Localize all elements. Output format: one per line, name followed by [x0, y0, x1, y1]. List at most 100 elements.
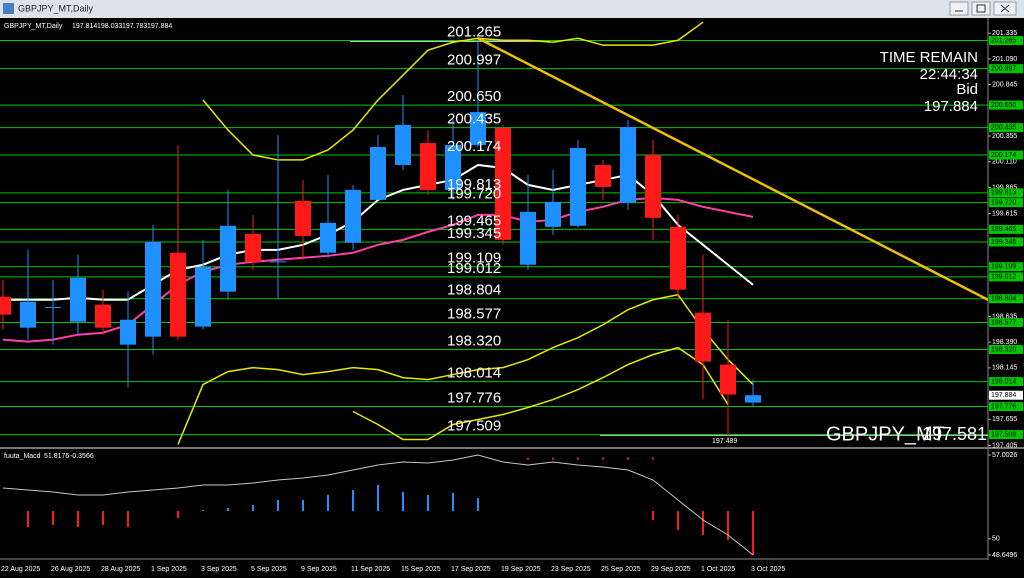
- histogram-bar: [277, 499, 279, 511]
- level-tag-label: 198.804: [991, 296, 1016, 303]
- candle-body: [495, 128, 511, 240]
- candle-body: [270, 261, 286, 263]
- y-tick-label: 48.6496: [992, 552, 1017, 559]
- signal-dot: [602, 457, 604, 460]
- level-tag: [989, 188, 1023, 198]
- chart-header-close: 197.884: [147, 23, 172, 30]
- candle-body: [220, 225, 236, 292]
- x-tick-label: 9 Sep 2025: [301, 566, 337, 573]
- level-tag-label: 199.720: [991, 199, 1016, 206]
- level-tag-label: 198.014: [991, 378, 1016, 385]
- level-tag-label: 200.174: [991, 152, 1016, 159]
- x-tick-label: 23 Sep 2025: [551, 566, 591, 573]
- signal-dot: [627, 457, 629, 460]
- histogram-bar: [302, 499, 304, 511]
- x-tick-label: 26 Aug 2025: [51, 566, 90, 573]
- level-tag: [989, 123, 1023, 133]
- window-icon: [3, 3, 14, 14]
- level-tag-label: 201.265: [991, 37, 1016, 44]
- restore-button[interactable]: [971, 1, 991, 16]
- y-tick-label: 201.090: [992, 56, 1017, 63]
- price-plot: [0, 21, 988, 445]
- candle-body: [145, 241, 161, 337]
- candle-body: [120, 319, 136, 345]
- histogram-bar: [752, 510, 754, 555]
- candle-body: [70, 277, 86, 322]
- level-label: 201.265: [447, 24, 501, 41]
- histogram-bar: [652, 510, 654, 521]
- histogram-bar: [227, 507, 229, 511]
- level-tag-label: 197.776: [991, 403, 1016, 410]
- y-tick-label: 200.110: [992, 159, 1017, 166]
- level-tag: [989, 377, 1023, 387]
- histogram-bar: [352, 490, 354, 511]
- window-buttons: [949, 1, 1017, 16]
- indicator-line: [352, 346, 729, 441]
- time-remain: 22:44:34: [920, 66, 978, 83]
- x-tick-label: 25 Sep 2025: [601, 566, 641, 573]
- histogram-bar: [677, 510, 679, 530]
- window-title: GBPJPY_MT,Daily: [18, 3, 94, 13]
- candle-body: [670, 226, 686, 290]
- x-tick-label: 28 Aug 2025: [101, 566, 140, 573]
- level-tag-label: 200.435: [991, 124, 1016, 131]
- minimize-button[interactable]: [949, 1, 969, 16]
- level-tag-label: 198.577: [991, 319, 1016, 326]
- histogram-bar: [127, 510, 129, 527]
- histogram-bar: [452, 493, 454, 511]
- level-tag-label: 200.997: [991, 66, 1016, 73]
- x-tick-label: 1 Oct 2025: [701, 566, 735, 573]
- histogram-bar: [52, 510, 54, 525]
- level-tag: [989, 36, 1023, 46]
- candle-body: [695, 312, 711, 362]
- level-label: 198.320: [447, 332, 501, 349]
- candle-body: [745, 395, 761, 403]
- histogram-bar: [427, 495, 429, 511]
- x-tick-label: 5 Sep 2025: [251, 566, 287, 573]
- level-label: 199.720: [447, 186, 501, 203]
- y-tick-label: 197.655: [992, 416, 1017, 423]
- level-tag: [989, 294, 1023, 304]
- indicator-line: [177, 293, 754, 445]
- chart-header-low: 197.783: [122, 23, 147, 30]
- y-tick-label: 50: [992, 536, 1000, 543]
- histogram-bar: [702, 510, 704, 536]
- level-tag: [989, 150, 1023, 160]
- signal-dot: [527, 457, 529, 460]
- candle-body: [620, 126, 636, 203]
- candle-body: [20, 301, 36, 328]
- level-tag-label: 197.509: [991, 431, 1016, 438]
- y-tick-label: 198.635: [992, 313, 1017, 320]
- candle-body: [345, 189, 361, 243]
- time-remain-label: TIME REMAIN: [880, 49, 978, 66]
- candle-body: [295, 200, 311, 236]
- macd-header-value: 51.8176: [44, 453, 69, 460]
- level-label: 199.465: [447, 212, 501, 229]
- level-label: 198.804: [447, 282, 501, 299]
- x-tick-label: 3 Oct 2025: [751, 566, 785, 573]
- candle-body: [520, 211, 536, 265]
- chart-header-open: 197.814: [72, 23, 97, 30]
- level-tag-label: 199.109: [991, 264, 1016, 271]
- level-tag-label: 200.650: [991, 102, 1016, 109]
- level-label: 199.012: [447, 260, 501, 277]
- restore-glyph: [976, 4, 986, 13]
- candle-body: [195, 266, 211, 327]
- level-tag-label: 199.465: [991, 226, 1016, 233]
- low-price-label: 197.489: [712, 438, 737, 445]
- level-label: 200.174: [447, 138, 501, 155]
- level-label: 198.577: [447, 305, 501, 322]
- level-tag-label: 199.345: [991, 239, 1016, 246]
- level-label: 197.776: [447, 390, 501, 407]
- overlay: 201.335 201.090 200.845 200.355 200.110 199.8…: [1, 24, 1023, 573]
- x-tick-label: 19 Sep 2025: [501, 566, 541, 573]
- x-tick-label: 1 Sep 2025: [151, 566, 187, 573]
- level-tag: [989, 100, 1023, 110]
- level-tag: [989, 198, 1023, 208]
- y-tick-label: 197.405: [992, 442, 1017, 449]
- level-tag: [989, 64, 1023, 74]
- candle-body: [445, 145, 461, 190]
- level-tag: [989, 344, 1023, 354]
- level-tag: [989, 272, 1023, 282]
